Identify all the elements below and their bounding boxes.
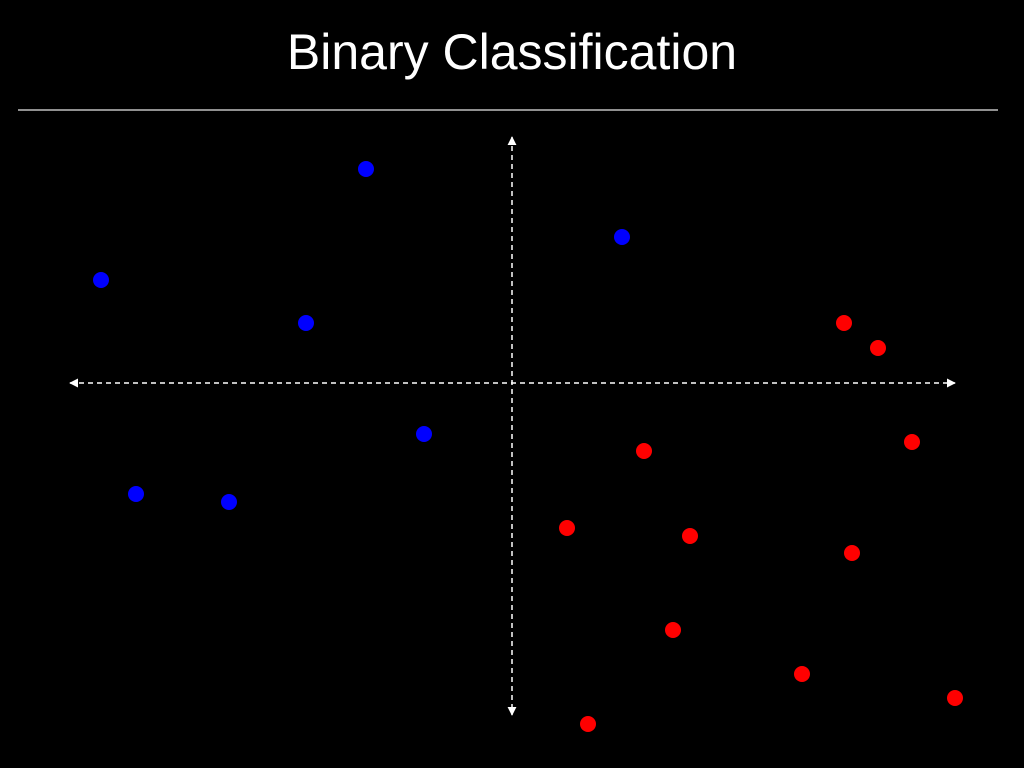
chart-title: Binary Classification [287, 24, 737, 80]
data-point [636, 443, 652, 459]
data-point [416, 426, 432, 442]
data-point [358, 161, 374, 177]
data-point [665, 622, 681, 638]
data-point [682, 528, 698, 544]
data-point [870, 340, 886, 356]
data-point [844, 545, 860, 561]
data-point [904, 434, 920, 450]
data-point [298, 315, 314, 331]
data-point [128, 486, 144, 502]
data-point [947, 690, 963, 706]
data-point [580, 716, 596, 732]
data-point [794, 666, 810, 682]
data-point [614, 229, 630, 245]
data-point [93, 272, 109, 288]
data-point [221, 494, 237, 510]
data-point [559, 520, 575, 536]
data-point [836, 315, 852, 331]
